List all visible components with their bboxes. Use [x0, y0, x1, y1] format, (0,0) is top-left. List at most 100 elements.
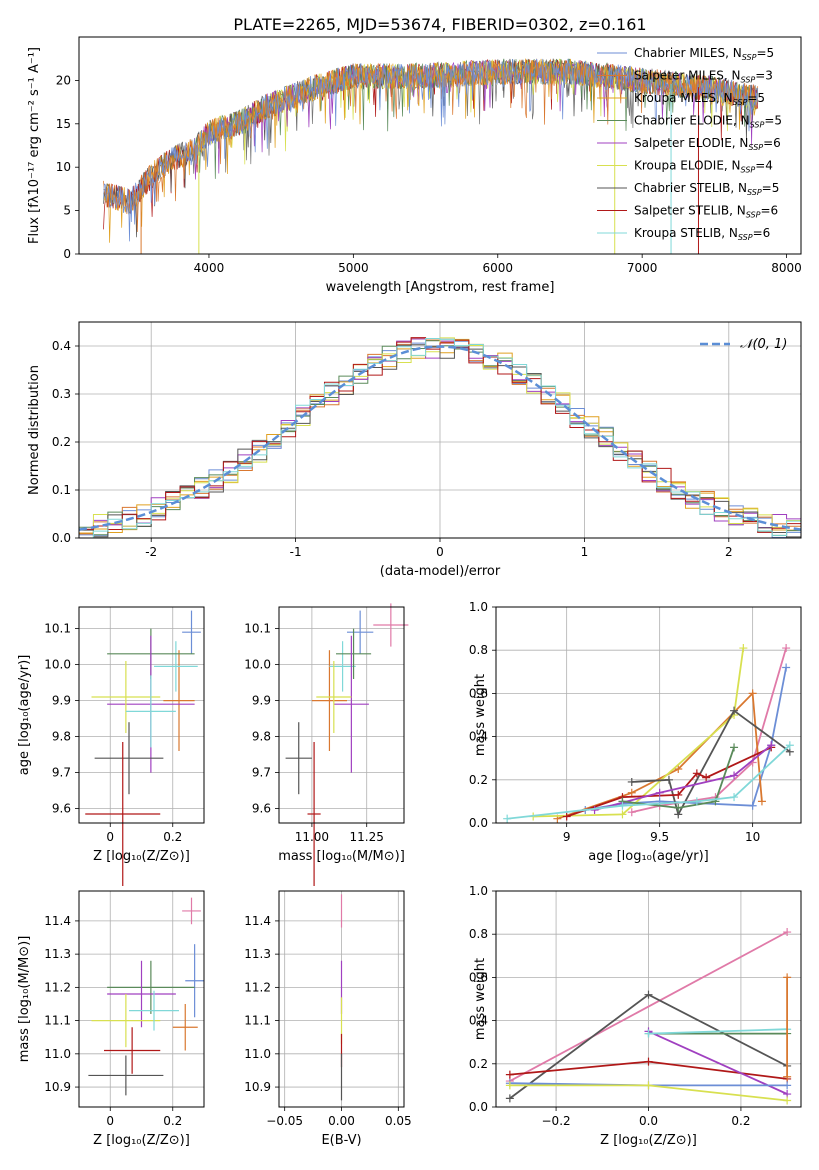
x-axis-label: Z [log₁₀(Z/Z⊙)] [93, 1133, 190, 1148]
y-axis-label: mass weight [473, 674, 488, 756]
y-tick-label: 0.8 [469, 643, 488, 657]
x-tick-label: 11.00 [295, 830, 329, 844]
weight-point-marker [783, 1072, 792, 1081]
weight-point-marker [655, 788, 664, 797]
x-axis-label: mass [log₁₀(M/M⊙)] [278, 849, 405, 864]
weight-point-marker [627, 777, 636, 786]
weight-point-marker [739, 644, 748, 653]
gaussian-curve [78, 345, 802, 531]
panel-weight-vs-Z: −0.2 0.0 0.2 0.0 0.2 0.4 0.6 0.8 1.0 Z [log₁₀(Z/Z… [469, 884, 802, 1148]
y-tick-label: 0.2 [469, 1057, 488, 1071]
y-tick-label: 10 [56, 160, 71, 174]
weight-point-marker [692, 769, 701, 778]
x-tick-label: -2 [145, 545, 157, 559]
legend-subscript: SSP [746, 211, 761, 220]
x-tick-label: 9 [563, 830, 571, 844]
x-tick-label: 0 [106, 1114, 114, 1128]
x-tick-label: 0 [436, 545, 444, 559]
legend-subscript: SSP [747, 188, 762, 197]
x-tick-label: 6000 [482, 261, 513, 275]
legend-label: Salpeter MILES, NSSP=3 [634, 69, 773, 85]
y-tick-label: 0.8 [469, 927, 488, 941]
y-tick-label: 9.9 [252, 694, 271, 708]
weight-point-marker [505, 1070, 514, 1079]
y-tick-label: 9.8 [52, 730, 71, 744]
legend-model-name: Salpeter ELODIE, N [634, 136, 748, 150]
legend-label: Chabrier STELIB, NSSP=5 [634, 181, 779, 197]
axes-frame [78, 36, 802, 255]
x-axis-label: age [log₁₀(age/yr)] [588, 849, 709, 864]
weight-point-marker [783, 1096, 792, 1105]
weight-point-marker [782, 663, 791, 672]
panel-mass-vs-Z: 0 0.2 10.9 11.0 11.1 11.2 11.3 11.4 Z [log₁₀(Z/Z… [17, 890, 205, 1148]
y-tick-label: 10.1 [244, 622, 271, 636]
legend-nssp: =5 [764, 114, 782, 128]
weight-point-marker [783, 928, 792, 937]
axes-frame [78, 890, 205, 1108]
x-tick-label: −0.05 [266, 1114, 303, 1128]
y-tick-label: 0.6 [469, 686, 488, 700]
spectrum-series-line [103, 58, 759, 242]
y-tick-label: 1.0 [469, 884, 488, 898]
axes-frame [278, 606, 405, 824]
legend-model-name: Chabrier STELIB, N [634, 181, 747, 195]
weight-point-marker [627, 788, 636, 797]
y-tick-label: 10.0 [44, 658, 71, 672]
legend-model-name: Chabrier MILES, N [634, 46, 742, 60]
weight-point-marker [503, 814, 512, 823]
x-tick-label: 11.25 [350, 830, 384, 844]
y-tick-label: 0.3 [52, 387, 71, 401]
x-tick-label: 5000 [338, 261, 369, 275]
x-tick-label: 0.2 [163, 1114, 182, 1128]
legend-label: Kroupa STELIB, NSSP=6 [634, 226, 770, 242]
weight-point-marker [748, 801, 757, 810]
y-tick-label: 0.4 [469, 730, 488, 744]
weight-point-marker [674, 790, 683, 799]
weight-point-marker [702, 773, 711, 782]
y-tick-label: 0 [63, 247, 71, 261]
spectrum-series-line [103, 58, 759, 233]
weight-point-marker [562, 812, 571, 821]
weight-series-line [594, 744, 772, 811]
spectrum-lines [103, 58, 759, 254]
axes-frame [78, 606, 205, 824]
legend-nssp: =5 [747, 91, 765, 105]
weight-point-marker [767, 741, 776, 750]
weight-point-marker [505, 1094, 514, 1103]
weight-point-marker [730, 793, 739, 802]
weight-point-marker [627, 808, 636, 817]
legend-subscript: SSP [742, 53, 757, 62]
legend-model-name: Kroupa STELIB, N [634, 226, 738, 240]
weight-point-marker [730, 706, 739, 715]
legend-model-name: Salpeter STELIB, N [634, 204, 746, 218]
legend-label: Kroupa MILES, NSSP=5 [634, 91, 765, 107]
y-tick-label: 11.3 [44, 947, 71, 961]
y-tick-label: 10.9 [44, 1080, 71, 1094]
y-tick-label: 11.3 [244, 947, 271, 961]
weight-point-marker [664, 775, 673, 784]
legend-subscript: SSP [750, 121, 765, 130]
legend-model-name: Kroupa MILES, N [634, 91, 733, 105]
legend-subscript: SSP [741, 166, 756, 175]
panel-residuals: -2 -1 0 1 2 0.0 0.1 0.2 0.3 0.4 (data-model)/error… [27, 321, 802, 579]
y-tick-label: 11.1 [244, 1014, 271, 1028]
weight-point-marker [748, 689, 757, 698]
weight-point-marker [692, 797, 701, 806]
panel-weight-vs-age: 9 9.5 10 0.0 0.2 0.4 0.6 0.8 1.0 age [log₁₀(age/y… [469, 600, 802, 864]
y-tick-label: 11.2 [44, 980, 71, 994]
y-tick-label: 9.7 [252, 766, 271, 780]
x-tick-label: 1 [581, 545, 589, 559]
weight-point-marker [730, 771, 739, 780]
legend-nssp: =6 [753, 226, 771, 240]
gaussian-legend-label: 𝒩(0, 1) [740, 337, 787, 352]
weight-series-line [631, 647, 787, 814]
panel-age-vs-mass: 11.00 11.25 9.6 9.7 9.8 9.9 10.0 10.1 mass [log₁… [244, 603, 409, 886]
x-tick-label: -1 [290, 545, 302, 559]
x-tick-label: 10 [745, 830, 760, 844]
y-tick-label: 0.0 [469, 816, 488, 830]
axes-frame [495, 606, 802, 824]
legend-label: Salpeter ELODIE, NSSP=6 [634, 136, 781, 152]
y-tick-label: 11.2 [244, 980, 271, 994]
